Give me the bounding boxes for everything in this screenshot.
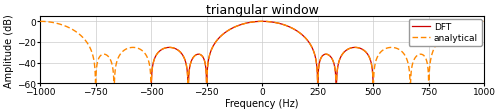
X-axis label: Frequency (Hz): Frequency (Hz) — [226, 98, 299, 108]
analytical — [300, 36, 306, 37]
analytical — [320, 56, 326, 57]
Y-axis label: Amplitude (dB): Amplitude (dB) — [4, 14, 14, 87]
DFT — [215, 39, 221, 41]
analytical — [60, 25, 66, 26]
DFT — [338, 56, 344, 58]
Title: triangular window: triangular window — [206, 4, 318, 17]
analytical — [198, 55, 204, 56]
analytical — [390, 47, 396, 49]
analytical — [37, 22, 43, 23]
DFT — [238, 24, 244, 26]
Line: DFT: DFT — [151, 22, 374, 112]
DFT — [370, 101, 376, 102]
analytical — [366, 57, 372, 59]
DFT — [266, 22, 272, 23]
DFT — [259, 22, 265, 23]
Legend: DFT, analytical: DFT, analytical — [408, 20, 482, 46]
analytical — [482, 22, 488, 23]
DFT — [240, 24, 246, 25]
DFT — [308, 46, 314, 48]
Line: analytical: analytical — [40, 22, 484, 112]
